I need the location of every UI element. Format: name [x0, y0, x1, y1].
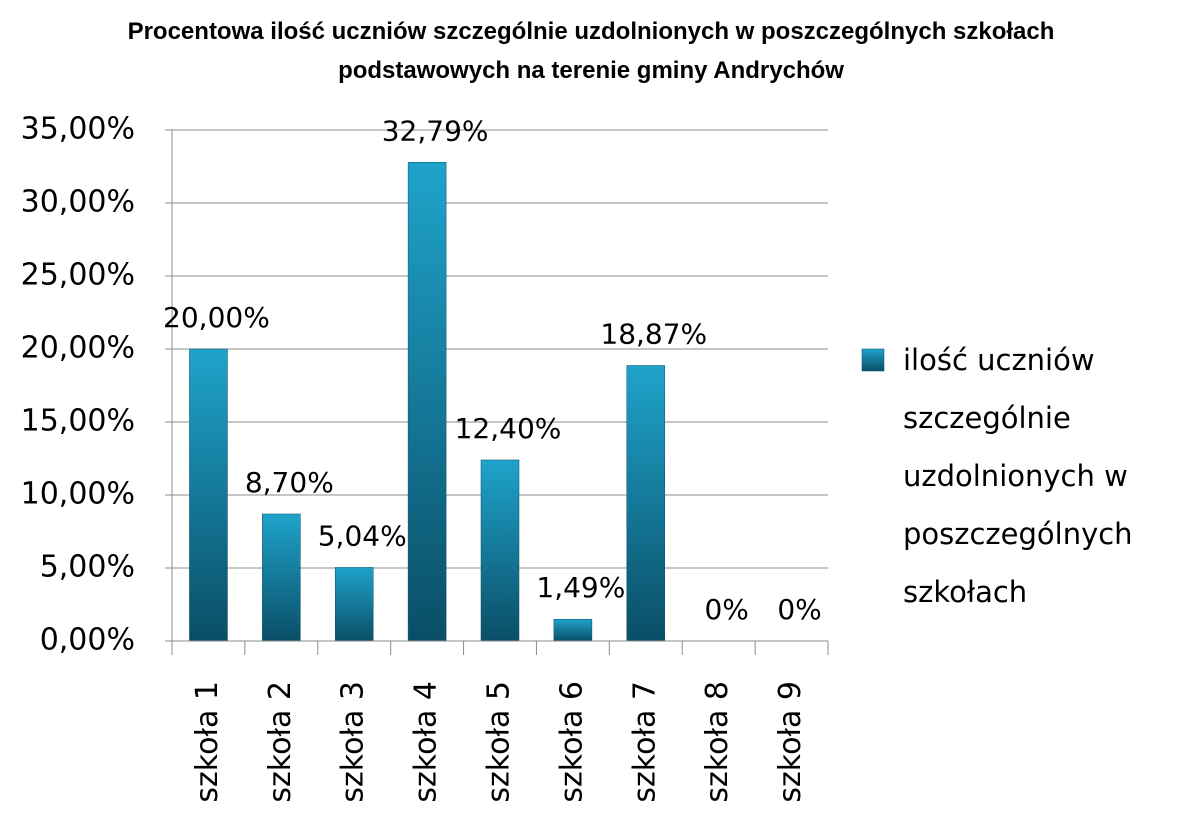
x-tick-label: szkoła 7: [627, 681, 662, 803]
value-label: 8,70%: [245, 466, 334, 499]
value-label: 32,79%: [382, 114, 489, 147]
y-tick-label: 35,00%: [21, 112, 135, 147]
value-label: 1,49%: [536, 571, 625, 604]
y-tick-label: 30,00%: [21, 185, 135, 220]
value-label: 0%: [704, 593, 748, 626]
x-tick-label: szkoła 9: [773, 681, 808, 803]
x-tick-label: szkoła 5: [482, 681, 517, 803]
x-tick-label: szkoła 4: [409, 681, 444, 803]
bar: [626, 365, 666, 642]
y-tick-label: 25,00%: [21, 258, 135, 293]
y-tick-label: 20,00%: [21, 331, 135, 366]
x-tick-label: szkoła 2: [263, 681, 298, 803]
value-label: 12,40%: [455, 412, 562, 445]
bar: [480, 459, 520, 642]
legend-label: ilość uczniów szczególnie uzdolnionych w…: [903, 343, 1133, 609]
x-tick-label: szkoła 1: [190, 681, 225, 803]
x-tick-label: szkoła 6: [554, 681, 589, 803]
bar: [334, 567, 374, 642]
value-label: 20,00%: [163, 301, 270, 334]
y-tick-label: 0,00%: [40, 623, 135, 658]
chart-title: Procentowa ilość uczniów szczególnie uzd…: [127, 18, 1055, 84]
y-tick-label: 15,00%: [21, 404, 135, 439]
bar: [553, 618, 593, 642]
bar: [407, 162, 447, 642]
x-tick-label: szkoła 3: [336, 681, 371, 803]
value-label: 18,87%: [600, 317, 707, 350]
y-tick-label: 5,00%: [40, 550, 135, 585]
value-label: 5,04%: [318, 519, 407, 552]
bar: [262, 513, 301, 642]
value-label: 0%: [777, 593, 821, 626]
bar: [189, 348, 228, 642]
y-tick-label: 10,00%: [21, 477, 135, 512]
x-tick-label: szkoła 8: [700, 681, 735, 803]
legend-marker: [861, 348, 885, 372]
